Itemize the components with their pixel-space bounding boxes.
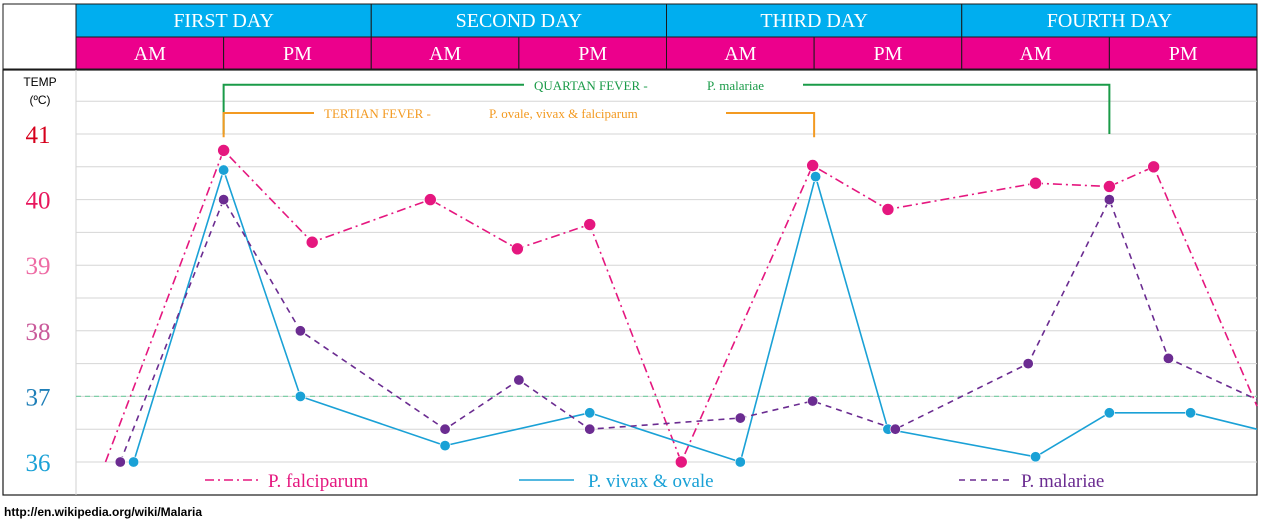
legend-label: P. vivax & ovale xyxy=(588,471,714,492)
data-point xyxy=(584,407,596,419)
data-point xyxy=(1103,180,1116,193)
data-point xyxy=(305,235,319,249)
period-header-cell xyxy=(518,36,667,70)
period-header-cell xyxy=(813,36,963,70)
period-header-cell xyxy=(1108,36,1258,70)
data-point xyxy=(218,194,230,206)
data-point xyxy=(1022,358,1034,370)
data-point xyxy=(674,455,688,469)
plot-frame xyxy=(2,69,1258,496)
data-point xyxy=(889,423,901,435)
day-header-cell xyxy=(666,3,963,38)
bracket-organism: P. ovale, vivax & falciparum xyxy=(489,106,638,121)
day-header-cell xyxy=(961,3,1258,38)
day-header-cell xyxy=(370,3,667,38)
data-point xyxy=(1030,451,1042,463)
bracket-left xyxy=(222,112,314,138)
data-point xyxy=(423,193,437,206)
data-point xyxy=(881,203,895,216)
period-header-label: PM xyxy=(873,43,902,65)
data-point xyxy=(439,423,451,435)
period-header-cell xyxy=(666,36,815,70)
period-header-cell xyxy=(75,36,225,70)
data-point xyxy=(584,423,596,435)
day-header-cell xyxy=(75,3,372,38)
data-point xyxy=(1162,352,1174,364)
data-point xyxy=(1147,160,1160,174)
y-tick-label: 41 xyxy=(26,122,51,149)
data-point xyxy=(294,325,306,337)
data-point xyxy=(806,159,819,172)
data-point xyxy=(583,218,597,231)
legend-label: P. falciparum xyxy=(268,471,368,492)
data-point xyxy=(1103,194,1115,206)
data-point xyxy=(513,374,525,386)
quartan-fever-bracket: QUARTAN FEVER - P. malariae xyxy=(222,78,1111,134)
y-tick-label: 39 xyxy=(26,253,51,280)
markers-p-malariae xyxy=(114,194,1174,468)
bracket-label: QUARTAN FEVER - xyxy=(534,78,648,93)
source-caption: http://en.wikipedia.org/wiki/Malaria xyxy=(4,505,203,519)
y-tick-labels: 41 40 39 38 37 36 xyxy=(26,122,51,477)
data-point xyxy=(218,164,230,176)
header-rows: FIRST DAY SECOND DAY THIRD DAY FOURTH DAY AM… xyxy=(2,3,1258,70)
markers-p-vivax-ovale xyxy=(128,164,1197,468)
series-line xyxy=(132,169,1258,463)
data-point xyxy=(1029,176,1042,190)
data-point xyxy=(294,390,306,402)
data-point xyxy=(217,144,230,157)
bracket-label: TERTIAN FEVER - xyxy=(324,106,431,121)
data-point xyxy=(734,412,746,424)
data-point xyxy=(1185,407,1197,419)
data-point xyxy=(114,456,126,468)
period-header-label: AM xyxy=(429,43,461,65)
bracket-right xyxy=(803,83,1111,134)
series-p-vivax-ovale xyxy=(132,169,1258,463)
period-header-label: PM xyxy=(578,43,607,65)
data-point xyxy=(439,440,451,452)
data-point xyxy=(807,395,819,407)
bracket-organism: P. malariae xyxy=(707,78,764,93)
period-header-cell xyxy=(370,36,520,70)
period-header-label: AM xyxy=(724,43,756,65)
y-axis-unit: (ºC) xyxy=(29,93,50,107)
legend: P. falciparum P. vivax & ovale P. malariae xyxy=(205,471,1104,492)
data-point xyxy=(511,242,524,256)
day-header-label: THIRD DAY xyxy=(760,10,868,32)
day-header-label: FOURTH DAY xyxy=(1047,10,1172,32)
period-header-label: AM xyxy=(134,43,166,65)
y-tick-label: 40 xyxy=(26,188,51,215)
period-header-label: AM xyxy=(1019,43,1051,65)
data-point xyxy=(734,456,746,468)
data-point xyxy=(1103,407,1115,419)
data-point xyxy=(128,456,140,468)
y-tick-label: 37 xyxy=(26,384,51,411)
y-axis-title: TEMP xyxy=(23,75,56,89)
period-header-cell xyxy=(223,36,372,70)
y-tick-label: 36 xyxy=(26,450,51,477)
data-point xyxy=(810,171,822,183)
markers-p-falciparum xyxy=(217,144,1160,469)
day-header-label: FIRST DAY xyxy=(173,10,274,32)
corner-cell xyxy=(2,3,77,70)
period-header-label: PM xyxy=(283,43,312,65)
legend-label: P. malariae xyxy=(1021,471,1104,492)
day-header-label: SECOND DAY xyxy=(456,10,583,32)
bracket-right xyxy=(726,112,816,138)
period-header-label: PM xyxy=(1169,43,1198,65)
tertian-fever-bracket: TERTIAN FEVER - P. ovale, vivax & falcipa… xyxy=(222,106,816,138)
y-tick-label: 38 xyxy=(26,319,51,346)
